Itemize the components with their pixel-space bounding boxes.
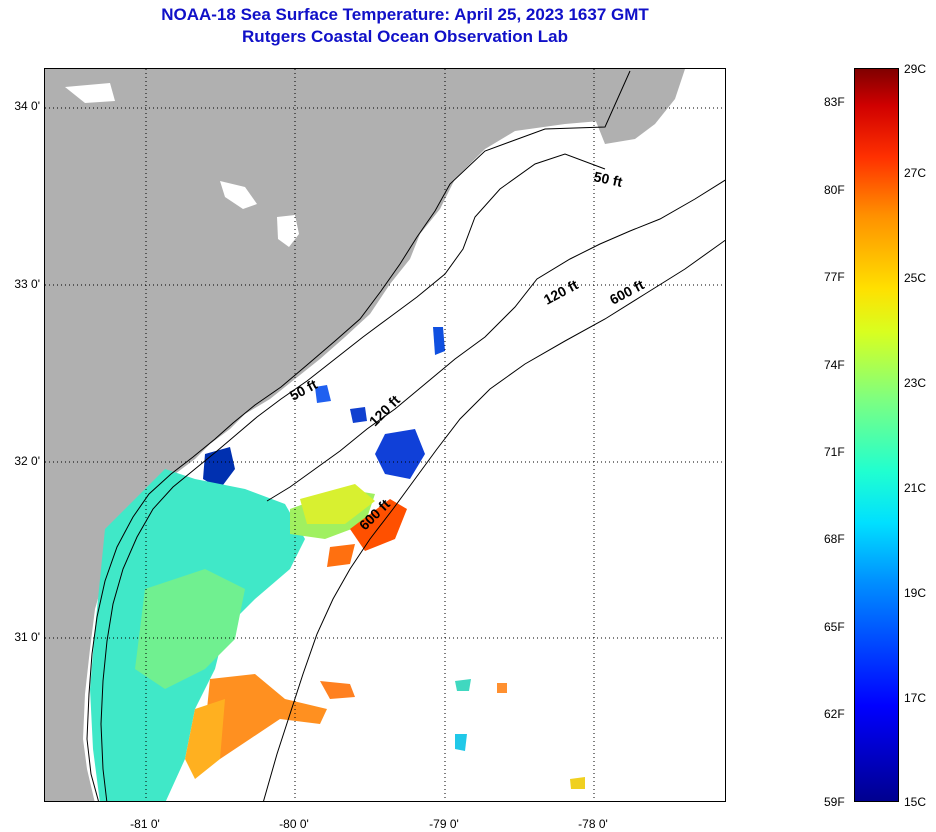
colorbar-c-25: 25C	[904, 271, 927, 285]
colorbar-c-29: 29C	[904, 62, 927, 76]
lat-label-33: 33 0'	[14, 277, 40, 291]
contour-label-120ft-south: 120 ft	[366, 392, 403, 429]
map-subtitle: Rutgers Coastal Ocean Observation Lab	[242, 27, 568, 46]
colorbar-c-23: 23C	[904, 376, 927, 390]
land-cape	[590, 69, 685, 144]
contour-label-600ft-north: 600 ft	[607, 276, 647, 307]
contour-600ft	[263, 239, 725, 801]
colorbar-f-62: 62F	[824, 707, 845, 721]
lat-label-32: 32 0'	[14, 454, 40, 468]
sst-cold-patches	[203, 327, 445, 489]
lon-label-79: -79 0'	[429, 817, 459, 831]
temperature-colorbar	[854, 68, 899, 802]
contour-label-50ft-north: 50 ft	[592, 168, 624, 190]
colorbar-f-83: 83F	[824, 95, 845, 109]
sst-warm-patches	[185, 499, 407, 779]
colorbar-f-71: 71F	[824, 445, 845, 459]
colorbar-f-74: 74F	[824, 358, 845, 372]
lat-label-31: 31 0'	[14, 630, 40, 644]
colorbar-f-77: 77F	[824, 270, 845, 284]
sst-mid-patches	[90, 469, 375, 801]
colorbar-c-19: 19C	[904, 586, 927, 600]
lon-label-78: -78 0'	[578, 817, 608, 831]
colorbar-f-65: 65F	[824, 620, 845, 634]
colorbar-c-15: 15C	[904, 795, 927, 809]
colorbar-f-59: 59F	[824, 795, 845, 809]
colorbar-f-80: 80F	[824, 183, 845, 197]
colorbar-f-68: 68F	[824, 532, 845, 546]
lon-label-80: -80 0'	[279, 817, 309, 831]
sst-map[interactable]: 50 ft 120 ft 600 ft 50 ft 120 ft 600 ft	[44, 68, 726, 802]
lon-label-81: -81 0'	[130, 817, 160, 831]
coastline	[86, 70, 631, 801]
map-title: NOAA-18 Sea Surface Temperature: April 2…	[161, 5, 649, 24]
map-canvas: 50 ft 120 ft 600 ft 50 ft 120 ft 600 ft	[45, 69, 725, 801]
colorbar-c-17: 17C	[904, 691, 927, 705]
contour-120ft	[266, 179, 725, 502]
sst-scattered-patches	[455, 679, 585, 789]
lake-1	[277, 215, 299, 247]
contour-50ft	[100, 153, 606, 801]
lake-3	[65, 83, 115, 103]
colorbar-c-21: 21C	[904, 481, 927, 495]
colorbar-c-27: 27C	[904, 166, 927, 180]
land-mass	[45, 69, 635, 801]
contour-label-120ft-north: 120 ft	[541, 276, 581, 307]
lake-2	[220, 181, 257, 209]
lat-label-34: 34 0'	[14, 99, 40, 113]
map-gridlines	[45, 69, 725, 801]
